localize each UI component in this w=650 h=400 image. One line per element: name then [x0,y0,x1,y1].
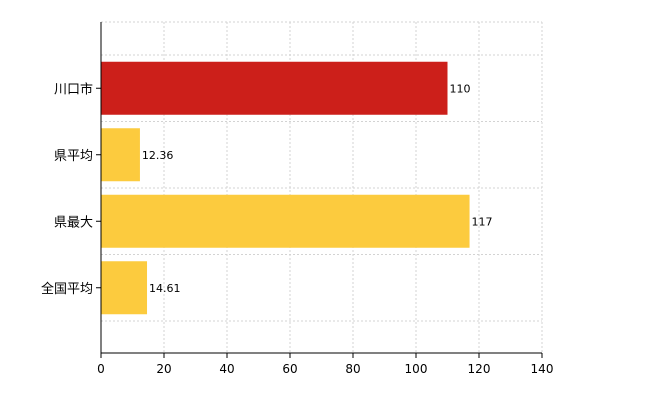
x-tick-label: 140 [531,362,554,376]
gridlines [100,21,543,358]
x-tick-label: 40 [219,362,234,376]
data-label: 12.36 [142,149,174,162]
x-tick-label: 120 [468,362,491,376]
value-labels: 110 12.36 117 14.61 [142,82,493,295]
x-tick-label: 0 [97,362,105,376]
data-label: 110 [450,82,471,95]
category-label: 県最大 [54,215,93,230]
x-tick-labels: 0 20 40 60 80 100 120 140 [97,362,553,376]
category-label: 川口市 [54,81,93,97]
category-label: 県平均 [54,149,93,164]
axes [100,22,542,354]
bars [101,61,470,315]
category-label: 全国平均 [41,281,93,297]
bar-2 [101,194,470,248]
data-label: 117 [472,215,493,228]
x-tick-label: 100 [405,362,428,376]
x-tick-label: 60 [282,362,297,376]
bar-1 [101,128,140,182]
bar-0 [101,61,448,115]
x-tick-label: 20 [156,362,171,376]
x-tick-label: 80 [345,362,360,376]
data-label: 14.61 [149,282,181,295]
bar-3 [101,261,148,315]
